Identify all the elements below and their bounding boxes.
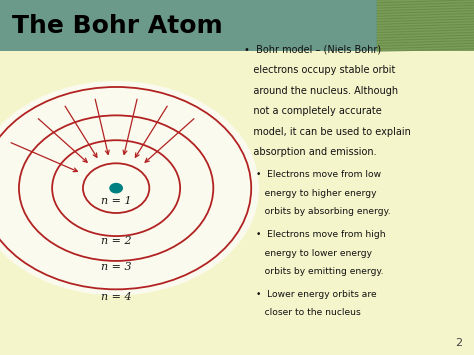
Text: model, it can be used to explain: model, it can be used to explain [244, 127, 411, 137]
Text: electrons occupy stable orbit: electrons occupy stable orbit [244, 65, 395, 75]
Text: orbits by emitting energy.: orbits by emitting energy. [256, 267, 383, 276]
Text: closer to the nucleus: closer to the nucleus [256, 308, 361, 317]
Circle shape [0, 82, 258, 295]
Text: energy to higher energy: energy to higher energy [256, 189, 376, 197]
Text: The Bohr Atom: The Bohr Atom [12, 14, 223, 38]
Bar [0, 0, 474, 51]
Text: n = 2: n = 2 [101, 236, 131, 246]
Text: not a completely accurate: not a completely accurate [244, 106, 382, 116]
Text: •  Bohr model – (Niels Bohr): • Bohr model – (Niels Bohr) [244, 44, 381, 54]
Text: •  Electrons move from high: • Electrons move from high [256, 230, 385, 239]
Text: •  Electrons move from low: • Electrons move from low [256, 170, 381, 179]
Text: orbits by absorbing energy.: orbits by absorbing energy. [256, 207, 391, 216]
Text: absorption and emission.: absorption and emission. [244, 147, 377, 157]
Bar [377, 0, 474, 51]
Text: n = 1: n = 1 [101, 196, 131, 206]
Text: around the nucleus. Although: around the nucleus. Although [244, 86, 398, 95]
Text: 2: 2 [455, 338, 462, 348]
Text: n = 4: n = 4 [101, 292, 131, 302]
Text: •  Lower energy orbits are: • Lower energy orbits are [256, 290, 376, 299]
Circle shape [110, 184, 122, 193]
Text: n = 3: n = 3 [101, 262, 131, 272]
Text: energy to lower energy: energy to lower energy [256, 248, 372, 257]
